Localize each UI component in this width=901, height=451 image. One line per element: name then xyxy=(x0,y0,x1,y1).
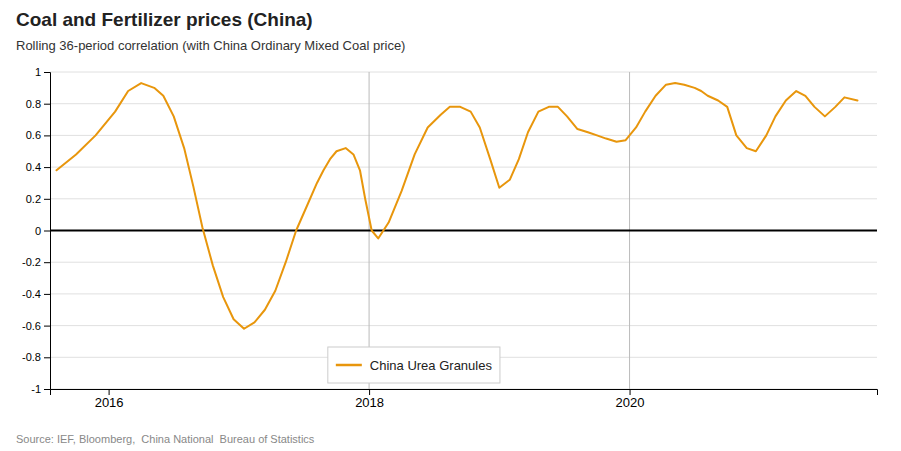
tick-mark xyxy=(44,104,50,105)
tick-mark xyxy=(44,231,50,232)
subtitle: Rolling 36-period correlation (with Chin… xyxy=(16,38,405,53)
tick-label: 2020 xyxy=(616,395,645,410)
tick-label: 2018 xyxy=(355,395,384,410)
tick-label: 2016 xyxy=(95,395,124,410)
legend-label: China Urea Granules xyxy=(370,358,493,373)
legend-item: China Urea Granules xyxy=(336,358,493,373)
tick-mark xyxy=(44,199,50,200)
series-line xyxy=(57,83,858,329)
tick: -0.2 xyxy=(22,256,50,268)
tick-mark xyxy=(44,72,50,73)
grid-line xyxy=(50,167,877,168)
tick: 2016 xyxy=(95,389,124,410)
tick: 2018 xyxy=(355,389,384,410)
tick-label: -0.6 xyxy=(22,320,41,332)
source: Source: IEF, Bloomberg, China National B… xyxy=(16,433,315,445)
grid-line xyxy=(50,230,877,231)
tick: -0.8 xyxy=(22,351,50,363)
axis-line xyxy=(44,73,51,390)
tick-mark xyxy=(109,389,110,395)
tick: -0.4 xyxy=(22,288,50,300)
tick-mark xyxy=(44,135,50,136)
title: Coal and Fertilizer prices (China) xyxy=(16,9,313,30)
tick-mark xyxy=(44,326,50,327)
x-axis: 2016 2018 2020 xyxy=(51,389,878,410)
tick-mark xyxy=(44,262,50,263)
grid-line xyxy=(50,293,877,294)
grid-line xyxy=(50,325,877,326)
tick: 0.6 xyxy=(26,129,50,141)
tick-label: 0.2 xyxy=(26,193,41,205)
tick-mark xyxy=(44,389,50,390)
legend-swatch xyxy=(336,364,362,367)
tick-mark xyxy=(44,357,50,358)
legend: China Urea Granules xyxy=(328,347,500,383)
tick: -0.6 xyxy=(22,320,50,332)
tick-label: 0.4 xyxy=(26,161,41,173)
marks xyxy=(50,72,877,389)
tick: 1 xyxy=(35,66,50,78)
grid-line xyxy=(50,198,877,199)
grid-line xyxy=(50,262,877,263)
y-axis: -1 -0.8 -0.6 -0.4 -0.2 0 0.2 0.4 0.6 0.8 1 xyxy=(22,66,50,395)
tick: 0.8 xyxy=(26,98,50,110)
tick-label: -0.8 xyxy=(22,351,41,363)
grid xyxy=(50,72,877,389)
legend-box xyxy=(328,347,500,383)
tick: 0 xyxy=(35,225,50,237)
chart: Coal and Fertilizer prices (China) Rollin… xyxy=(0,0,901,451)
tick-label: -0.4 xyxy=(22,288,41,300)
axis-line xyxy=(51,390,878,396)
grid-line xyxy=(50,135,877,136)
tick: -1 xyxy=(31,383,50,395)
tick-mark xyxy=(44,294,50,295)
tick: 0.4 xyxy=(26,161,50,173)
tick-label: 0.8 xyxy=(26,98,41,110)
tick-mark xyxy=(630,389,631,395)
zero-line xyxy=(50,230,877,232)
tick-mark xyxy=(44,167,50,168)
plot-area: -1 -0.8 -0.6 -0.4 -0.2 0 0.2 0.4 0.6 0.8 1 2016 2018… xyxy=(22,66,877,410)
grid-line xyxy=(50,103,877,104)
tick-mark xyxy=(369,389,370,395)
tick: 0.2 xyxy=(26,193,50,205)
grid-line xyxy=(50,72,877,73)
tick-label: 0.6 xyxy=(26,129,41,141)
tick-label: -0.2 xyxy=(22,256,41,268)
tick-label: 1 xyxy=(35,66,41,78)
tick-label: 0 xyxy=(35,225,41,237)
tick: 2020 xyxy=(616,389,645,410)
tick-label: -1 xyxy=(31,383,41,395)
